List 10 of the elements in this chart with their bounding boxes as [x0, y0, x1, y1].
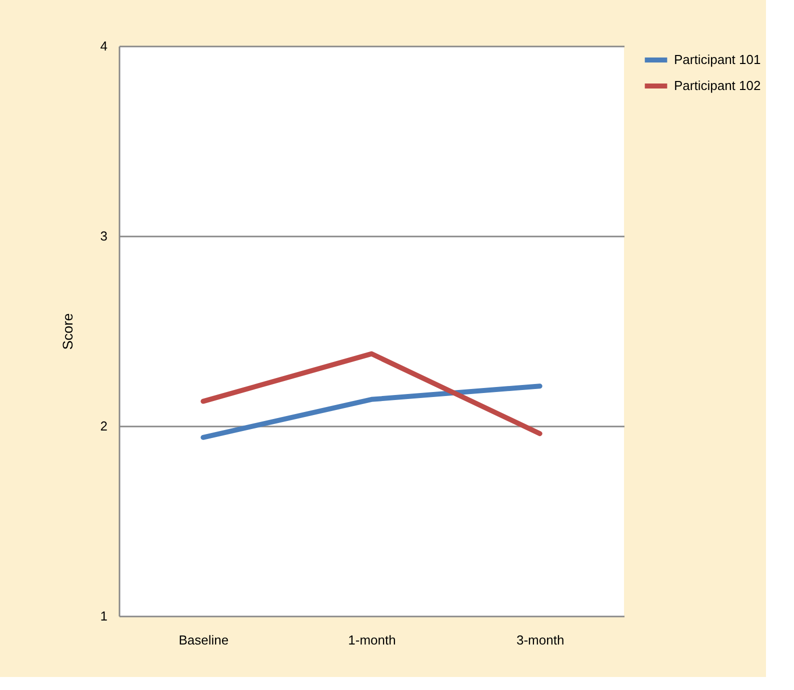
legend-label: Participant 101 [674, 52, 761, 67]
y-tick-label: 3 [100, 228, 108, 244]
x-tick-label: Baseline [178, 632, 229, 648]
y-tick-label: 4 [100, 38, 108, 54]
x-tick-label: 3-month [516, 632, 564, 648]
y-tick-label: 1 [100, 608, 108, 624]
x-tick-label: 1-month [348, 632, 396, 648]
y-axis-title: Score [59, 313, 76, 350]
legend-label: Participant 102 [674, 78, 761, 93]
y-tick-label: 2 [100, 418, 108, 434]
